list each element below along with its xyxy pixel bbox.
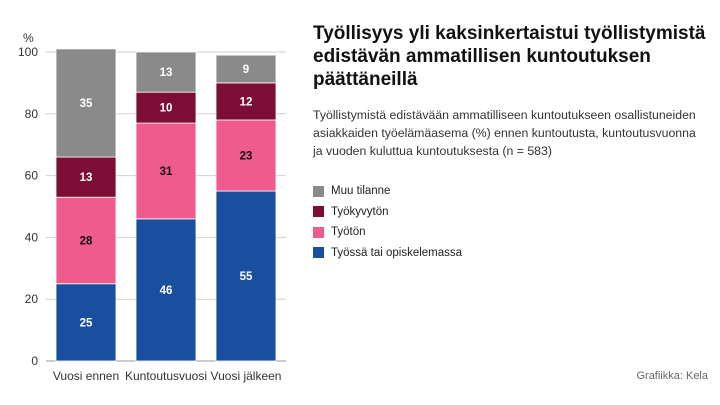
chart-title: Työllisyys yli kaksinkertaistui työllist… <box>313 23 706 90</box>
legend-item: Muu tilanne <box>313 181 563 201</box>
data-label: 35 <box>80 98 93 110</box>
y-tick-label: 100 <box>18 45 38 59</box>
legend-swatch <box>313 247 324 258</box>
bar-segment <box>55 196 117 285</box>
data-label: 31 <box>160 166 173 178</box>
y-tick-label: 80 <box>25 107 39 121</box>
y-tick-label: 0 <box>31 354 38 368</box>
x-tick-label: Vuosi jälkeen <box>211 369 282 383</box>
y-tick-label: 20 <box>25 292 39 306</box>
data-label: 13 <box>160 67 173 79</box>
legend-label: Työkyvytön <box>331 205 389 218</box>
y-tick-label: 40 <box>25 230 39 244</box>
data-label: 55 <box>240 271 253 283</box>
legend-label: Työssä tai opiskelemassa <box>331 246 463 259</box>
legend-item: Työtön <box>313 222 563 242</box>
bar-segment <box>135 218 197 362</box>
data-label: 46 <box>160 285 173 297</box>
legend-swatch <box>313 185 324 197</box>
credit: Grafiikka: Kela <box>636 370 708 382</box>
bar-segment <box>135 51 197 93</box>
y-tick-label: 60 <box>25 169 39 183</box>
data-label: 12 <box>240 96 253 108</box>
data-label: 9 <box>243 64 249 76</box>
data-label: 28 <box>80 235 93 247</box>
legend-item: Työssä tai opiskelemassa <box>313 243 563 263</box>
legend-swatch <box>313 206 324 217</box>
legend-label: Työtön <box>331 226 366 238</box>
legend-label: Muu tilanne <box>331 185 391 197</box>
chart-subtitle: Työllistymistä edistävään ammatilliseen … <box>313 108 696 158</box>
bar-segment <box>55 48 117 158</box>
data-label: 13 <box>80 172 93 184</box>
x-tick-label: Vuosi ennen <box>53 369 119 383</box>
bar-segment <box>215 119 277 192</box>
bar-segment <box>55 156 117 198</box>
bar-segment <box>215 54 277 84</box>
legend-item: Työkyvytön <box>313 202 563 222</box>
legend-swatch <box>313 226 324 238</box>
y-axis-label: % <box>23 31 34 45</box>
bar-segment <box>215 82 277 121</box>
data-label: 23 <box>240 151 253 163</box>
bar-segment <box>55 283 117 362</box>
x-tick-label: Kuntoutusvuosi <box>125 369 207 383</box>
data-label: 10 <box>160 103 173 115</box>
legend: Muu tilanne Työkyvytön Työtön Työssä tai op… <box>313 181 563 263</box>
data-label: 25 <box>80 317 93 329</box>
bar-segment <box>135 91 197 124</box>
